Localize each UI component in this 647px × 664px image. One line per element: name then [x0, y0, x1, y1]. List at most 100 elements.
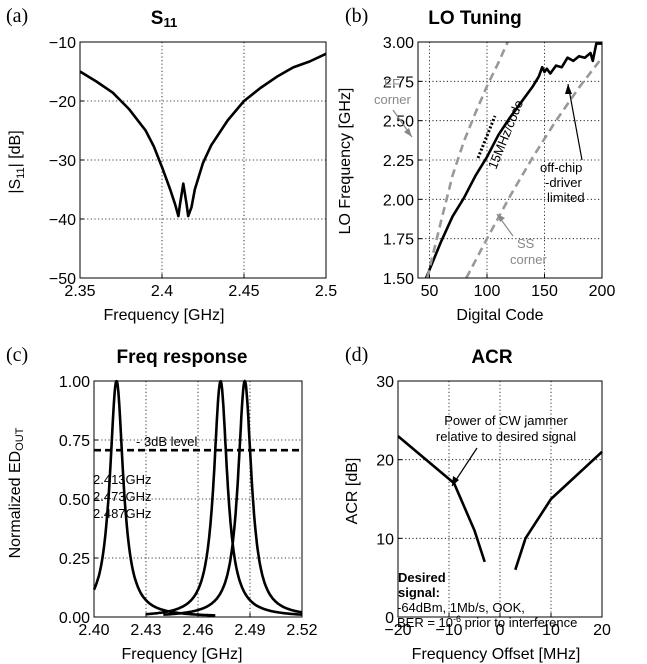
x-tick-label: 2.45	[228, 283, 259, 300]
x-tick-label: 2.46	[182, 622, 213, 639]
y-tick-label: 1.75	[383, 232, 414, 249]
series-line-d-0	[397, 435, 486, 563]
x-tick-label: 0	[496, 622, 505, 639]
plot-area-d: −20 −10 0 10 20 0 10 20 30	[376, 374, 611, 639]
y-tick-label: 2.75	[383, 74, 414, 91]
driver-limited-label-1: off-chip	[540, 160, 582, 175]
y-tick-label: 1.00	[59, 374, 90, 391]
y-tick-label: 10	[376, 531, 394, 548]
series-line-b-2	[465, 56, 604, 279]
x-tick-label: −20	[384, 622, 411, 639]
y-tick-label: 2.50	[383, 114, 414, 131]
x-tick-label: 2.40	[78, 622, 109, 639]
legend-2487: 2.487GHz	[93, 506, 152, 521]
y-tick-label: −50	[49, 271, 76, 288]
desired-conditions-2: BER = 10-6 prior to interference	[397, 614, 577, 630]
y-tick-label: −30	[49, 153, 76, 170]
x-tick-label: 20	[593, 622, 611, 639]
y-tick-label: 2.00	[383, 192, 414, 209]
panel-a-ylabel: |S11| [dB]	[7, 130, 27, 193]
jammer-label-2: relative to desired signal	[436, 429, 576, 444]
y-tick-label: −40	[49, 212, 76, 229]
y-tick-label: 2.25	[383, 153, 414, 170]
x-tick-label: 2.43	[130, 622, 161, 639]
panel-b-title: LO Tuning	[428, 8, 522, 29]
series-line-c-0	[92, 379, 217, 617]
panel-a-xlabel: Frequency [GHz]	[104, 307, 225, 324]
plot-frame	[397, 380, 603, 618]
driver-limited-arrowhead	[565, 84, 572, 94]
plot-area-a: 2.35 2.4 2.45 2.5 −50 −40 −30 −20 −10	[49, 35, 337, 300]
panel-d: (d) ACR −20 −10 0 10 20 0 10 20 30 Frequency Off…	[344, 344, 611, 663]
y-tick-label: 0.00	[59, 610, 90, 627]
ss-corner-label-2: corner	[510, 252, 548, 267]
jammer-arrowhead	[452, 476, 459, 486]
x-tick-label: 2.52	[286, 622, 317, 639]
driver-limited-arrow	[567, 83, 583, 161]
y-tick-label: 0.75	[59, 433, 90, 450]
panel-c-xlabel: Frequency [GHz]	[122, 646, 243, 663]
slope-indicator	[476, 115, 497, 159]
y-tick-label: −20	[49, 94, 76, 111]
y-tick-label: 1.50	[383, 271, 414, 288]
plot-frame	[93, 380, 303, 618]
series-line-c-1	[145, 379, 303, 616]
ff-corner-label-2: corner	[374, 92, 412, 107]
plot-area-c: 2.40 2.43 2.46 2.49 2.52 0.00 0.25 0.50 0.75 1.00	[59, 374, 318, 639]
plot-area-b: 50 100 150 200 1.50 1.75 2.00 2.25 2.50 2.75 3.00	[383, 35, 616, 300]
series-line-a-0	[79, 52, 327, 218]
panel-a-label: (a)	[6, 5, 28, 27]
panel-a-title: S11	[151, 8, 177, 30]
x-tick-label: 50	[421, 283, 439, 300]
desired-label-2: signal:	[398, 585, 440, 600]
x-tick-label: 10	[542, 622, 560, 639]
x-tick-label: −10	[435, 622, 462, 639]
panel-b-ylabel: LO Frequency [GHz]	[337, 88, 354, 235]
panel-d-label: (d)	[345, 344, 368, 366]
driver-limited-label-2: -driver	[545, 175, 583, 190]
panel-c-title: Freq response	[117, 347, 248, 368]
x-tick-label: 200	[589, 283, 616, 300]
x-tick-label: 2.35	[64, 283, 95, 300]
legend-2473: 2.473GHz	[93, 489, 152, 504]
x-tick-label: 150	[531, 283, 558, 300]
series-line-c-2	[162, 379, 303, 616]
ss-corner-label-1: SS	[517, 236, 535, 251]
x-tick-label: 2.4	[151, 283, 173, 300]
plot-frame	[417, 41, 603, 279]
series-line-d-1	[514, 450, 603, 571]
panel-c: (c) Freq response 2.40 2.43 2.46 2.49 2.52 0.…	[6, 344, 318, 663]
desired-label-1: Desired	[398, 570, 446, 585]
y-tick-label: 0	[385, 610, 394, 627]
y-tick-label: 30	[376, 374, 394, 391]
ff-corner-arrowhead	[404, 128, 412, 137]
y-tick-label: −10	[49, 35, 76, 52]
panel-a: (a) S11 2.35 2.4 2.45 2.5 −50 −40 −30 −20 −10 Fr…	[6, 5, 337, 324]
minus-3db-label: - 3dB level	[136, 434, 198, 449]
ss-corner-arrowhead	[497, 214, 505, 222]
panel-c-label: (c)	[6, 344, 28, 366]
series-line-b-0	[424, 42, 602, 279]
jammer-label-1: Power of CW jammer	[444, 413, 568, 428]
panel-b-label: (b)	[345, 5, 368, 27]
legend-2413: 2.413GHz	[93, 472, 152, 487]
y-tick-label: 3.00	[383, 35, 414, 52]
panel-d-ylabel: ACR [dB]	[344, 458, 361, 525]
y-tick-label: 0.50	[59, 492, 90, 509]
x-tick-label: 100	[474, 283, 501, 300]
y-tick-label: 20	[376, 453, 394, 470]
y-tick-label: 0.25	[59, 551, 90, 568]
panel-b: (b) LO Tuning 50 100 150 200 1.50 1.75 2.00 2.2…	[337, 5, 615, 324]
panel-d-xlabel: Frequency Offset [MHz]	[412, 646, 581, 663]
series-line-b-1	[425, 41, 509, 279]
desired-conditions-1: -64dBm, 1Mb/s, OOK,	[397, 600, 525, 615]
x-tick-label: 2.5	[315, 283, 337, 300]
panel-b-xlabel: Digital Code	[456, 307, 543, 324]
panel-c-ylabel: Normalized EDOUT	[7, 427, 26, 558]
plot-frame	[79, 41, 327, 279]
driver-limited-label-3: limited	[547, 190, 585, 205]
x-tick-label: 2.49	[234, 622, 265, 639]
ff-corner-label-1: FF	[384, 76, 400, 91]
panel-d-title: ACR	[471, 347, 512, 368]
